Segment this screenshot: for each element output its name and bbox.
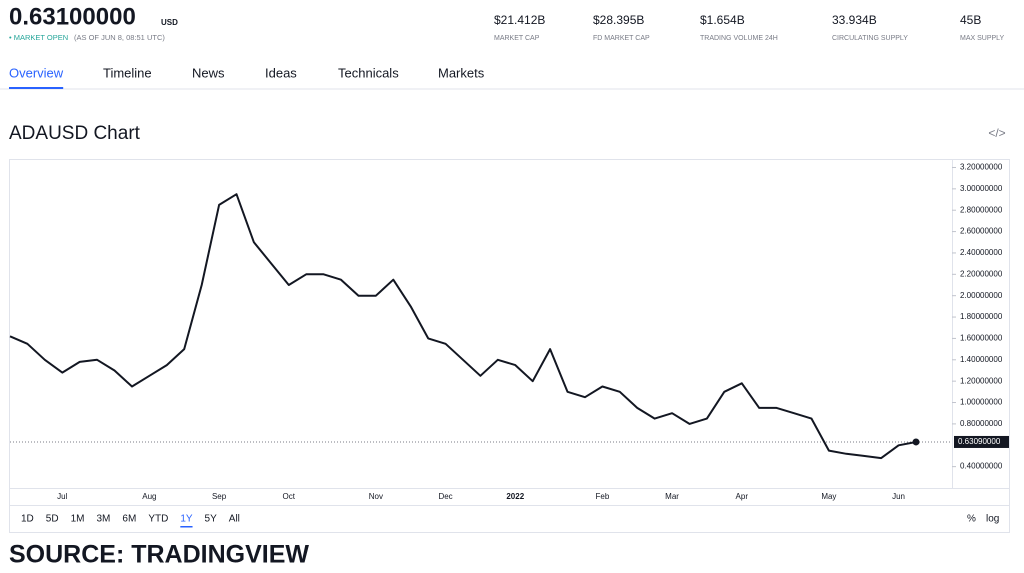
y-tick-label: 2.60000000 bbox=[960, 227, 1003, 236]
x-tick-label: Jun bbox=[892, 492, 905, 501]
stat-label: MARKET CAP bbox=[494, 35, 540, 42]
chart-title: ADAUSD Chart bbox=[9, 123, 141, 144]
y-tick-label: 2.00000000 bbox=[960, 291, 1003, 300]
market-status: • MARKET OPEN bbox=[9, 33, 68, 42]
x-tick-label: Sep bbox=[212, 492, 227, 501]
y-tick-label: 2.20000000 bbox=[960, 269, 1003, 278]
range-button[interactable]: 3M bbox=[97, 514, 111, 525]
tab[interactable]: Overview bbox=[9, 65, 64, 80]
price-label: 0.63090000 bbox=[958, 437, 1001, 446]
price-label-bg bbox=[954, 435, 1009, 448]
x-tick-label: 2022 bbox=[506, 492, 524, 501]
x-tick-label: Apr bbox=[736, 492, 749, 501]
stat-value: $21.412B bbox=[494, 13, 545, 27]
range-button[interactable]: 5Y bbox=[205, 514, 218, 525]
stat-value: $1.654B bbox=[700, 13, 745, 27]
y-tick-label: 2.40000000 bbox=[960, 248, 1003, 257]
range-button[interactable]: 1Y bbox=[180, 514, 193, 525]
chart-frame bbox=[9, 159, 1010, 533]
y-tick-label: 0.80000000 bbox=[960, 419, 1003, 428]
y-tick-label: 0.40000000 bbox=[960, 462, 1003, 471]
tab[interactable]: Technicals bbox=[338, 65, 399, 80]
stat-value: $28.395B bbox=[593, 13, 644, 27]
price: 0.63100000 bbox=[9, 3, 136, 30]
stat-label: TRADING VOLUME 24H bbox=[700, 35, 778, 42]
y-tick-label: 3.20000000 bbox=[960, 163, 1003, 172]
price-line-series bbox=[9, 193, 917, 460]
x-tick-label: Aug bbox=[142, 492, 156, 501]
y-tick-label: 1.00000000 bbox=[960, 398, 1003, 407]
stat-label: MAX SUPPLY bbox=[960, 35, 1005, 42]
x-tick-label: Feb bbox=[595, 492, 609, 501]
stat-label: FD MARKET CAP bbox=[593, 35, 650, 42]
x-tick-label: Oct bbox=[283, 492, 296, 501]
range-button[interactable]: All bbox=[229, 514, 240, 525]
y-tick-label: 1.20000000 bbox=[960, 376, 1003, 385]
embed-icon[interactable]: </> bbox=[988, 126, 1005, 140]
x-tick-label: May bbox=[821, 492, 836, 501]
y-tick-label: 1.40000000 bbox=[960, 355, 1003, 364]
y-tick-label: 2.80000000 bbox=[960, 205, 1003, 214]
range-button[interactable]: 5D bbox=[46, 514, 59, 525]
y-tick-label: 1.60000000 bbox=[960, 334, 1003, 343]
range-button[interactable]: 1D bbox=[21, 514, 34, 525]
source: SOURCE: TRADINGVIEW bbox=[9, 541, 309, 569]
range-button[interactable]: 6M bbox=[122, 514, 136, 525]
range-button[interactable]: YTD bbox=[148, 514, 168, 525]
range-button[interactable]: 1M bbox=[71, 514, 85, 525]
stat-value: 33.934B bbox=[832, 13, 877, 27]
last-point bbox=[912, 438, 920, 446]
y-tick-label: 1.80000000 bbox=[960, 312, 1003, 321]
tab[interactable]: Timeline bbox=[103, 65, 152, 80]
range-underline bbox=[180, 526, 193, 528]
x-tick-label: Mar bbox=[665, 492, 679, 501]
x-tick-label: Nov bbox=[369, 492, 383, 501]
tab[interactable]: News bbox=[192, 65, 225, 80]
currency: USD bbox=[161, 18, 178, 27]
stat-label: CIRCULATING SUPPLY bbox=[832, 35, 908, 42]
tab[interactable]: Markets bbox=[438, 65, 485, 80]
tab-underline bbox=[9, 87, 64, 89]
x-tick-label: Dec bbox=[438, 492, 452, 501]
y-tick-label: 3.00000000 bbox=[960, 184, 1003, 193]
scale-option[interactable]: % bbox=[967, 514, 976, 525]
as-of: (AS OF JUN 8, 08:51 UTC) bbox=[74, 33, 165, 42]
tab[interactable]: Ideas bbox=[265, 65, 297, 80]
x-tick-label: Jul bbox=[57, 492, 67, 501]
scale-option[interactable]: log bbox=[986, 514, 999, 525]
stat-value: 45B bbox=[960, 13, 981, 27]
